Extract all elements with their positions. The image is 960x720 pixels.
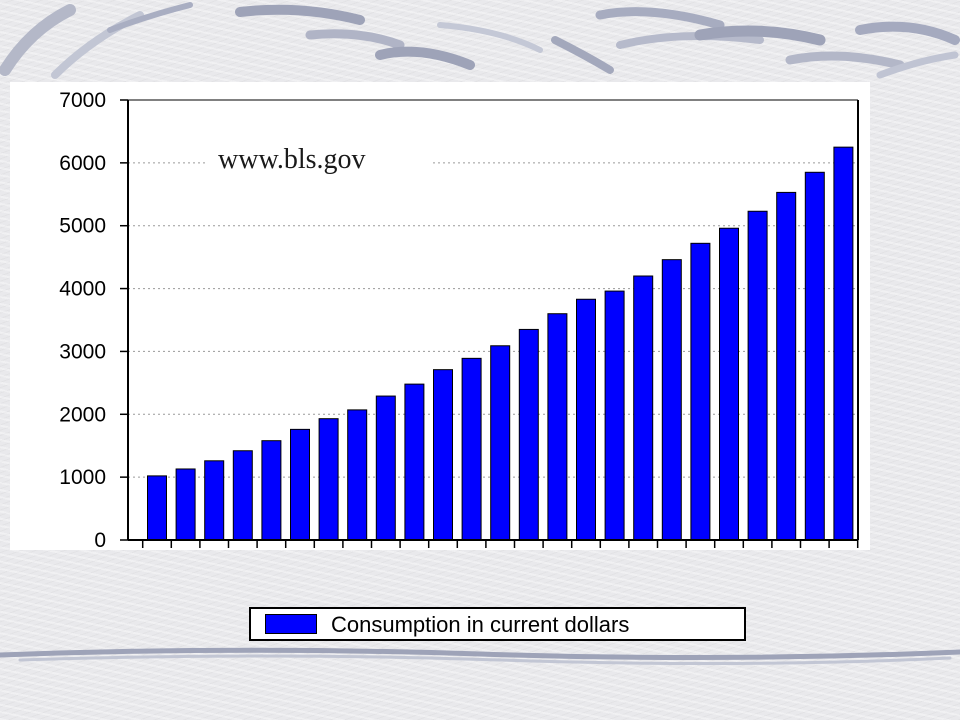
legend: Consumption in current dollars [249,607,746,641]
bar [204,460,225,541]
bar [261,440,282,541]
bar [719,227,739,541]
legend-swatch [265,614,317,634]
bar [833,146,854,541]
bar [290,428,310,541]
bottom-wave-decoration [0,647,960,666]
y-tick-label: 6000 [59,152,106,175]
bar [547,313,568,541]
y-tick-labels: 0 1000 2000 3000 4000 5000 6000 7000 [59,89,106,550]
bar [433,369,453,541]
bar [776,191,797,541]
source-watermark: www.bls.gov [208,137,432,183]
y-tick-label: 4000 [59,278,106,301]
legend-label: Consumption in current dollars [331,612,630,637]
bar [633,275,654,541]
bar [690,242,711,541]
y-tick-label: 5000 [59,215,106,238]
bar [375,395,396,541]
bar [347,409,368,541]
bar [147,475,167,541]
y-tick-label: 3000 [59,340,106,363]
bar [232,450,253,541]
bar [518,328,539,541]
bar [604,290,625,541]
bars [147,146,854,541]
bar [175,468,196,541]
bar [747,210,768,541]
y-tick-label: 2000 [59,403,106,426]
y-tick-label: 1000 [59,466,106,489]
y-tick-label: 7000 [59,89,106,112]
bar [490,345,511,541]
bar [318,418,339,541]
bar [804,171,825,541]
y-tick-label: 0 [94,529,106,550]
bar [576,298,596,541]
bar [404,383,425,541]
bar [461,357,482,541]
axes [120,99,859,548]
bar [661,259,682,541]
top-wave-decoration [0,2,960,79]
